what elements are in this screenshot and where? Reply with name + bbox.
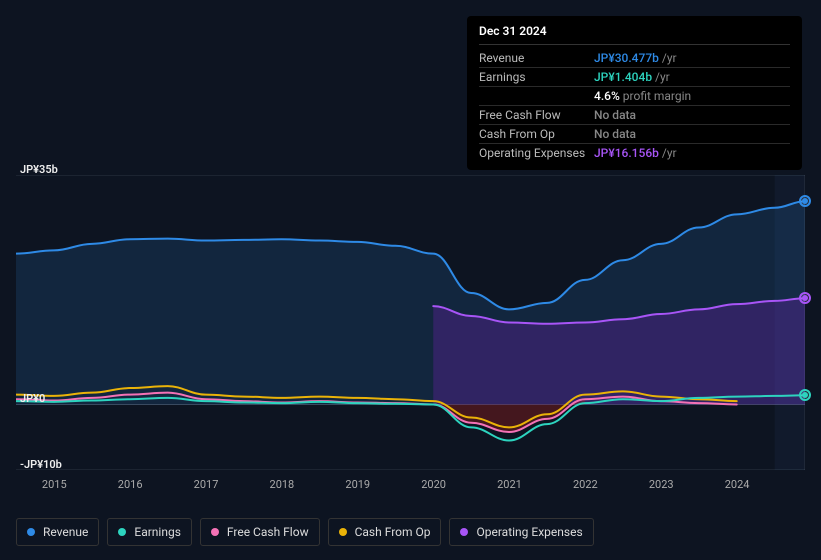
- tooltip-date: Dec 31 2024: [479, 24, 790, 45]
- legend-item-revenue[interactable]: Revenue: [16, 518, 99, 546]
- legend-label: Cash From Op: [355, 525, 431, 539]
- series-end-marker: [799, 389, 811, 401]
- series-end-marker: [799, 292, 811, 304]
- legend-item-operating-expenses[interactable]: Operating Expenses: [449, 518, 593, 546]
- x-axis-label: 2015: [42, 478, 67, 491]
- legend-item-free-cash-flow[interactable]: Free Cash Flow: [200, 518, 320, 546]
- legend-dot-icon: [339, 528, 347, 536]
- x-axis-label: 2018: [270, 478, 295, 491]
- x-axis-label: 2023: [649, 478, 674, 491]
- x-axis-label: 2024: [725, 478, 750, 491]
- tooltip-row: Cash From OpNo data: [479, 125, 790, 144]
- tooltip-row-label: [479, 89, 594, 103]
- chart-area: [16, 175, 805, 470]
- legend-label: Earnings: [134, 525, 181, 539]
- legend-dot-icon: [27, 528, 35, 536]
- tooltip-row: Free Cash FlowNo data: [479, 106, 790, 125]
- tooltip-row-label: Earnings: [479, 70, 594, 84]
- x-axis-label: 2022: [573, 478, 598, 491]
- y-axis-label: JP¥35b: [20, 163, 58, 176]
- tooltip-row-value: JP¥1.404b /yr: [594, 70, 790, 84]
- tooltip-row-value: JP¥30.477b /yr: [594, 51, 790, 65]
- legend-item-cash-from-op[interactable]: Cash From Op: [328, 518, 442, 546]
- x-axis-label: 2021: [497, 478, 522, 491]
- legend-label: Revenue: [43, 525, 88, 539]
- tooltip-row-value: JP¥16.156b /yr: [594, 146, 790, 160]
- legend-label: Operating Expenses: [476, 525, 582, 539]
- legend-item-earnings[interactable]: Earnings: [107, 518, 192, 546]
- legend-dot-icon: [211, 528, 219, 536]
- tooltip-row-label: Free Cash Flow: [479, 108, 594, 122]
- chart-svg: [16, 175, 805, 470]
- tooltip-row-value: No data: [594, 108, 790, 122]
- x-axis-label: 2019: [345, 478, 370, 491]
- y-axis-label: -JP¥10b: [20, 458, 62, 471]
- x-axis-label: 2017: [194, 478, 219, 491]
- tooltip-row-label: Operating Expenses: [479, 146, 594, 160]
- legend-dot-icon: [118, 528, 126, 536]
- tooltip-row: Operating ExpensesJP¥16.156b /yr: [479, 144, 790, 162]
- legend-label: Free Cash Flow: [227, 525, 309, 539]
- tooltip-row-label: Cash From Op: [479, 127, 594, 141]
- tooltip-row: EarningsJP¥1.404b /yr: [479, 68, 790, 87]
- y-axis-label: JP¥0: [20, 392, 45, 405]
- chart-legend: Revenue Earnings Free Cash Flow Cash From O…: [16, 518, 594, 546]
- tooltip-row-value: 4.6% profit margin: [594, 89, 790, 103]
- tooltip-row-value: No data: [594, 127, 790, 141]
- tooltip-row: RevenueJP¥30.477b /yr: [479, 49, 790, 68]
- tooltip-row: 4.6% profit margin: [479, 87, 790, 106]
- legend-dot-icon: [460, 528, 468, 536]
- chart-tooltip: Dec 31 2024 RevenueJP¥30.477b /yrEarning…: [467, 16, 802, 170]
- x-axis-label: 2020: [421, 478, 446, 491]
- x-axis-label: 2016: [118, 478, 143, 491]
- series-end-marker: [799, 195, 811, 207]
- tooltip-row-label: Revenue: [479, 51, 594, 65]
